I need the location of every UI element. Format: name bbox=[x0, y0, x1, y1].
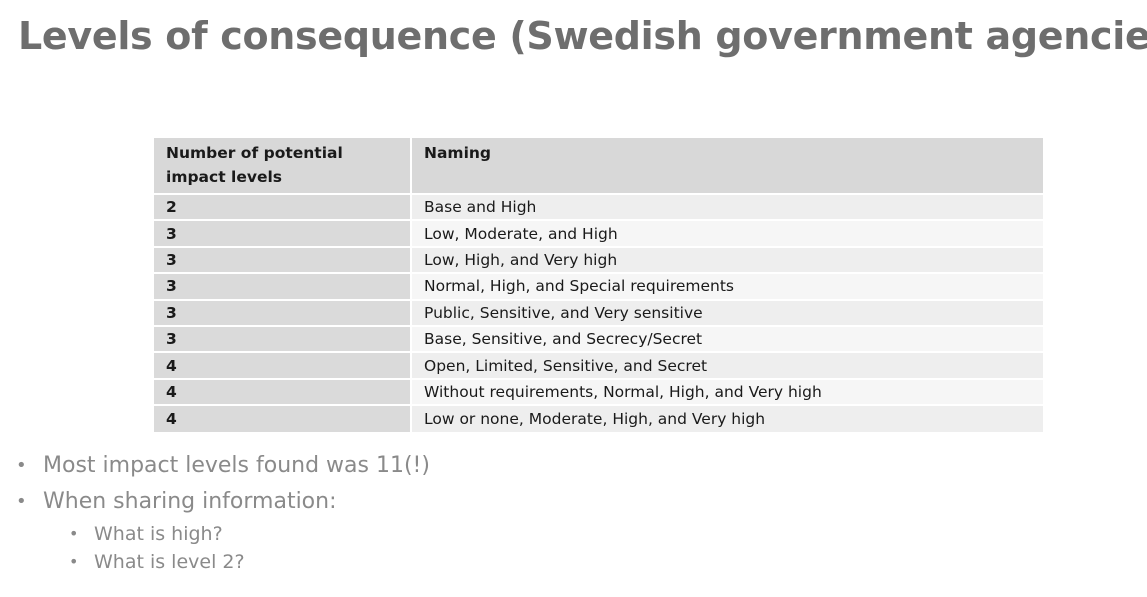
sub-bullet-text: What is high? bbox=[94, 523, 223, 545]
bullet-list: • Most impact levels found was 11(!) • W… bbox=[16, 448, 430, 576]
table-header-row: Number of potential impact levels Naming bbox=[154, 138, 1043, 194]
sub-bullet-dot-icon: • bbox=[69, 552, 79, 571]
table-row: 3 Base, Sensitive, and Secrecy/Secret bbox=[154, 324, 1043, 353]
cell-naming: Without requirements, Normal, High, and … bbox=[411, 377, 1043, 406]
bullet-dot-icon: • bbox=[16, 491, 27, 512]
table-row: 3 Low, Moderate, and High bbox=[154, 219, 1043, 247]
slide-title: Levels of consequence (Swedish governmen… bbox=[18, 14, 1147, 58]
cell-naming: Public, Sensitive, and Very sensitive bbox=[411, 298, 1043, 326]
impact-levels-table: Number of potential impact levels Naming… bbox=[154, 138, 1043, 432]
cell-naming: Low, High, and Very high bbox=[411, 245, 1043, 274]
bullet-text: Most impact levels found was 11(!) bbox=[43, 453, 430, 478]
sub-bullet-text: What is level 2? bbox=[94, 551, 245, 573]
cell-levels: 4 bbox=[154, 351, 412, 379]
sub-bullet-list: • What is high? • What is level 2? bbox=[43, 520, 430, 576]
table-row: 3 Low, High, and Very high bbox=[154, 245, 1043, 274]
cell-naming: Base and High bbox=[411, 192, 1043, 221]
bullet-item: • When sharing information: • What is hi… bbox=[16, 484, 430, 576]
sub-bullet-item: • What is high? bbox=[43, 520, 430, 548]
table-row: 3 Normal, High, and Special requirements bbox=[154, 272, 1043, 300]
cell-levels: 4 bbox=[154, 404, 412, 432]
table-row: 4 Low or none, Moderate, High, and Very … bbox=[154, 404, 1043, 432]
cell-levels: 2 bbox=[154, 192, 412, 221]
header-levels: Number of potential impact levels bbox=[154, 138, 412, 194]
table-row: 3 Public, Sensitive, and Very sensitive bbox=[154, 298, 1043, 326]
sub-bullet-item: • What is level 2? bbox=[43, 548, 430, 576]
header-naming: Naming bbox=[411, 138, 1043, 194]
bullet-item: • Most impact levels found was 11(!) bbox=[16, 448, 430, 484]
cell-levels: 3 bbox=[154, 219, 412, 247]
table-row: 4 Without requirements, Normal, High, an… bbox=[154, 377, 1043, 406]
sub-bullet-dot-icon: • bbox=[69, 524, 79, 543]
table-row: 4 Open, Limited, Sensitive, and Secret bbox=[154, 351, 1043, 379]
cell-levels: 3 bbox=[154, 272, 412, 300]
cell-naming: Low or none, Moderate, High, and Very hi… bbox=[411, 404, 1043, 432]
cell-naming: Low, Moderate, and High bbox=[411, 219, 1043, 247]
cell-levels: 3 bbox=[154, 324, 412, 353]
cell-levels: 3 bbox=[154, 245, 412, 274]
bullet-dot-icon: • bbox=[16, 455, 27, 476]
cell-naming: Open, Limited, Sensitive, and Secret bbox=[411, 351, 1043, 379]
bullet-text: When sharing information: bbox=[43, 489, 337, 514]
cell-naming: Base, Sensitive, and Secrecy/Secret bbox=[411, 324, 1043, 353]
cell-levels: 4 bbox=[154, 377, 412, 406]
cell-naming: Normal, High, and Special requirements bbox=[411, 272, 1043, 300]
cell-levels: 3 bbox=[154, 298, 412, 326]
table-row: 2 Base and High bbox=[154, 192, 1043, 221]
